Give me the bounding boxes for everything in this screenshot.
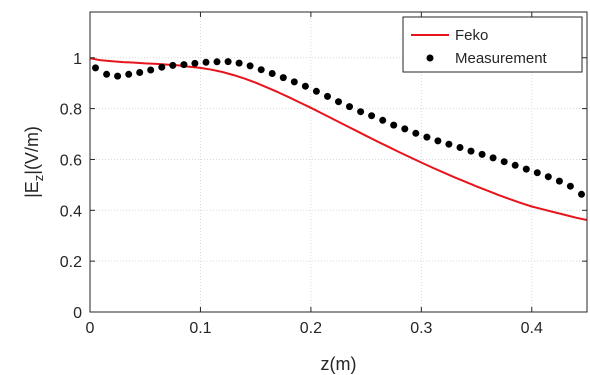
measurement-point <box>544 173 552 181</box>
measurement-point <box>246 62 254 70</box>
measurement-point <box>445 140 453 148</box>
measurement-point <box>235 59 243 67</box>
y-axis-label: |Ez|(V/m) <box>22 126 46 198</box>
measurement-point <box>202 58 210 66</box>
measurement-point <box>566 182 574 190</box>
measurement-point <box>301 82 309 90</box>
y-axis-label-unit: |(V/m) <box>22 126 42 175</box>
measurement-point <box>578 190 585 198</box>
x-tick-label: 0.4 <box>521 320 543 337</box>
y-tick-label: 0.8 <box>60 102 82 119</box>
measurement-point <box>180 61 188 69</box>
measurement-series <box>92 58 585 198</box>
measurement-point <box>346 103 353 111</box>
y-tick-label: 0 <box>73 305 82 322</box>
measurement-point <box>147 66 155 74</box>
measurement-point <box>268 70 276 77</box>
measurement-point <box>279 74 287 82</box>
measurement-point <box>324 92 331 100</box>
measurement-point <box>257 66 265 74</box>
measurement-point <box>103 70 111 78</box>
measurement-point <box>401 125 409 133</box>
legend-measurement-swatch <box>426 54 434 62</box>
measurement-point <box>312 87 320 95</box>
measurement-point <box>290 78 298 86</box>
y-tick-label: 0.6 <box>60 152 82 169</box>
measurement-point <box>169 61 177 69</box>
measurement-point <box>533 169 541 177</box>
y-tick-label: 0.4 <box>60 203 82 220</box>
x-tick-label: 0 <box>86 320 95 337</box>
measurement-point <box>412 129 420 137</box>
measurement-point <box>500 158 508 166</box>
measurement-point <box>368 112 376 120</box>
measurement-point <box>224 58 232 66</box>
measurement-point <box>489 154 497 162</box>
measurement-point <box>511 161 519 169</box>
measurement-point <box>125 70 133 78</box>
y-axis-label-main: |E <box>22 181 42 198</box>
y-tick-labels: 0 0.2 0.4 0.6 0.8 1 <box>60 51 82 322</box>
plot-frame <box>89 11 588 313</box>
x-tick-label: 0.2 <box>300 320 322 337</box>
axis-ticks <box>89 12 587 313</box>
y-axis-label-subscript: z <box>31 175 46 182</box>
y-tick-label: 1 <box>73 51 82 68</box>
measurement-point <box>522 165 530 173</box>
x-tick-label: 0.3 <box>410 320 432 337</box>
measurement-point <box>478 150 486 158</box>
measurement-point <box>158 63 166 71</box>
y-tick-label: 0.2 <box>60 254 82 271</box>
legend-measurement-label: Measurement <box>455 50 548 67</box>
measurement-point <box>191 59 199 67</box>
measurement-point <box>456 144 464 151</box>
measurement-point <box>213 58 221 66</box>
measurement-point <box>335 98 342 106</box>
measurement-point <box>390 121 398 129</box>
measurement-point <box>114 72 122 80</box>
measurement-point <box>467 147 475 155</box>
x-tick-label: 0.1 <box>189 320 211 337</box>
measurement-point <box>357 108 365 116</box>
x-axis-label: z(m) <box>321 354 357 374</box>
legend: Feko Measurement <box>402 16 583 73</box>
legend-feko-label: Feko <box>455 27 488 44</box>
legend-box <box>402 16 583 73</box>
measurement-point <box>555 177 563 185</box>
x-tick-labels: 0 0.1 0.2 0.3 0.4 <box>86 320 543 337</box>
measurement-point <box>434 137 442 145</box>
measurement-point <box>379 116 387 124</box>
measurement-point <box>92 64 99 72</box>
measurement-point <box>423 133 431 141</box>
measurement-point <box>136 69 144 76</box>
